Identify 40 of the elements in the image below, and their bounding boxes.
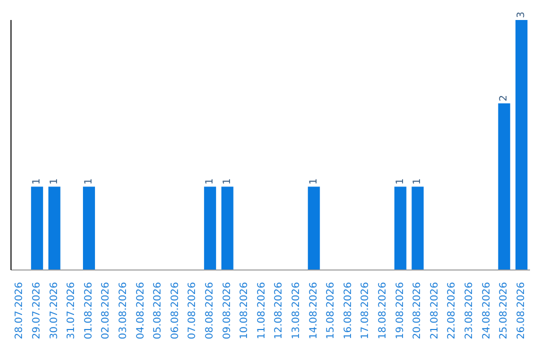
x-tick-label: 24.08.2026 (481, 282, 492, 340)
x-tick-label: 13.08.2026 (290, 282, 302, 340)
x-tick-label: 05.08.2026 (152, 282, 164, 340)
x-tick-label: 20.08.2026 (412, 282, 424, 340)
x-tick-label: 26.08.2026 (516, 282, 527, 340)
x-tick-label: 19.08.2026 (394, 282, 406, 340)
x-tick-label: 22.08.2026 (446, 282, 458, 340)
x-tick-label: 30.07.2026 (48, 282, 60, 340)
x-tick-label: 28.07.2026 (14, 282, 26, 340)
data-label: 1 (308, 178, 320, 185)
x-tick-label: 16.08.2026 (342, 282, 354, 340)
x-tick-label: 03.08.2026 (118, 282, 129, 340)
data-label: 1 (222, 178, 233, 185)
x-tick-label: 31.07.2026 (66, 282, 78, 340)
x-tick-label: 18.08.2026 (377, 282, 388, 340)
x-tick-label: 06.08.2026 (170, 282, 181, 340)
x-tick-label: 29.07.2026 (31, 282, 42, 340)
data-label: 3 (516, 12, 527, 18)
x-tick-label: 01.08.2026 (83, 282, 94, 340)
x-tick-label: 14.08.2026 (308, 282, 320, 340)
x-tick-label: 12.08.2026 (274, 282, 285, 340)
x-tick-label: 10.08.2026 (239, 282, 250, 340)
data-label: 1 (32, 178, 43, 185)
x-tick-label: 04.08.2026 (135, 282, 146, 340)
data-label: 1 (83, 178, 94, 185)
data-label: 1 (394, 178, 406, 185)
data-label: 1 (412, 178, 424, 185)
data-label: 1 (48, 178, 60, 185)
x-tick-label: 02.08.2026 (100, 282, 112, 340)
data-label: 1 (204, 178, 216, 185)
x-tick-label: 15.08.2026 (326, 282, 337, 340)
x-tick-label: 08.08.2026 (204, 282, 216, 340)
x-tick-label: 21.08.2026 (429, 282, 440, 340)
data-label: 2 (498, 94, 510, 102)
x-tick-label: 23.08.2026 (464, 282, 475, 340)
x-tick-label: 17.08.2026 (360, 282, 372, 340)
x-tick-label: 11.08.2026 (256, 282, 268, 340)
x-tick-label: 09.08.2026 (222, 282, 233, 340)
x-tick-label: 07.08.2026 (187, 282, 198, 340)
x-tick-label: 25.08.2026 (498, 282, 510, 340)
